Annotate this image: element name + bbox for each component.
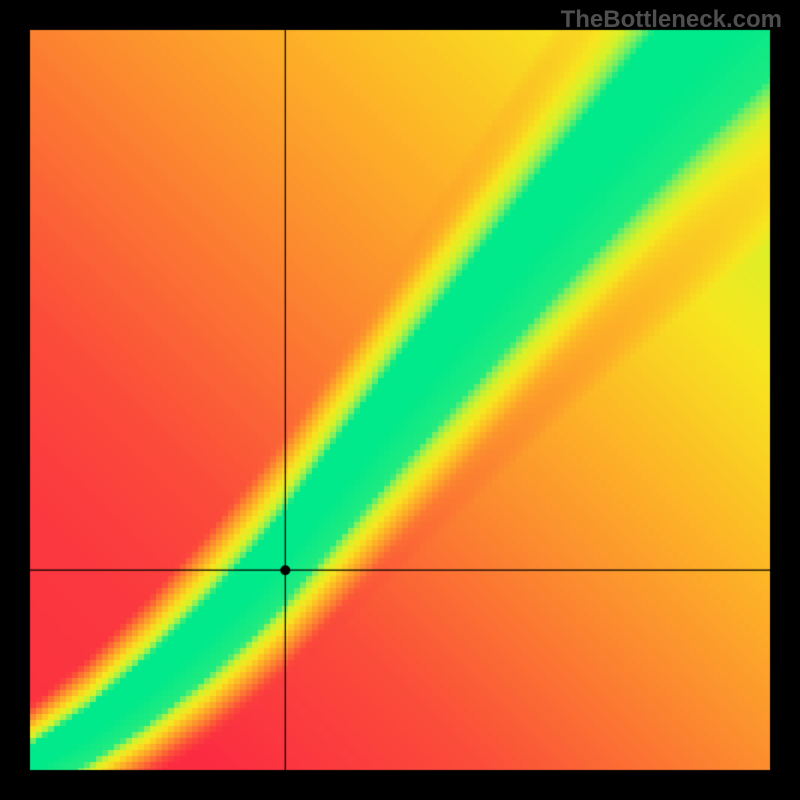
watermark-text: TheBottleneck.com [561,6,782,34]
chart-container: TheBottleneck.com [0,0,800,800]
bottleneck-heatmap [0,0,800,800]
